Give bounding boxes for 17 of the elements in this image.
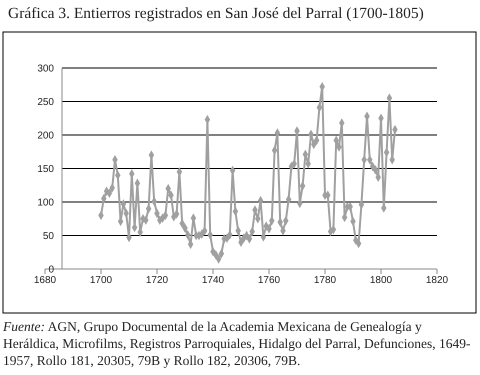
chart-title: Gráfica 3. Entierros registrados en San José del Parral (1700-1805)	[8, 5, 424, 22]
y-tick-label: 150	[37, 164, 54, 175]
y-tick-label: 0	[48, 264, 54, 276]
y-tick-label: 300	[37, 64, 54, 74]
y-tick-label: 50	[42, 231, 54, 242]
y-tick-label: 100	[37, 198, 54, 208]
x-tick-label: 1720	[146, 275, 169, 286]
x-tick-label: 1740	[202, 275, 225, 286]
x-tick-label: 1820	[426, 275, 449, 286]
x-tick-label: 1700	[90, 275, 113, 286]
source-note: Fuente: AGN, Grupo Documental de la Academia Mexicana de Genealogía y Heráldica, Microfilms, Registros Parroquiales, Hidalgo del Parral, Defunciones, 1649-1957, Rollo 181, 20305, 79B y Rollo 182, 20306, 79B.	[3, 318, 472, 369]
y-tick-label: 250	[37, 97, 54, 108]
x-tick-label: 1800	[370, 275, 393, 286]
y-tick-label: 200	[37, 130, 54, 142]
x-tick-label: 1760	[258, 275, 281, 286]
x-tick-label: 1680	[34, 275, 57, 286]
x-tick-label: 1780	[314, 275, 337, 286]
